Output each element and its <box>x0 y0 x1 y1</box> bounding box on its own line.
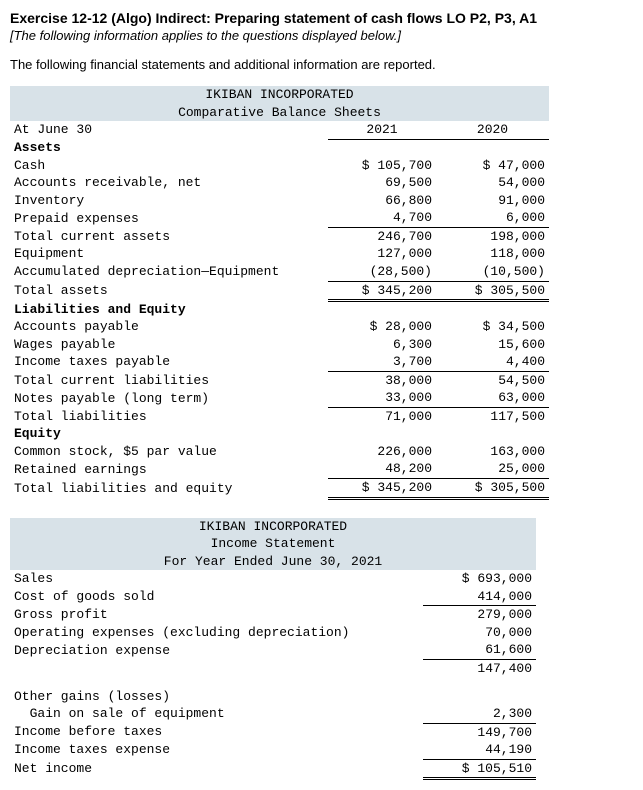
row-amt: 66,800 <box>328 192 436 210</box>
row-label: Total current assets <box>10 227 328 245</box>
is-stmt-name: Income Statement <box>10 535 536 553</box>
row-label: Total liabilities <box>10 407 328 425</box>
liab-equity-header: Liabilities and Equity <box>10 301 328 319</box>
row-amt: $ 345,200 <box>328 479 436 499</box>
row-label: Total current liabilities <box>10 371 328 389</box>
row-amt: 44,190 <box>423 741 536 759</box>
row-amt: $ 105,700 <box>328 157 436 175</box>
row-label: Income taxes expense <box>10 741 423 759</box>
row-label <box>10 659 423 677</box>
row-amt: 63,000 <box>436 389 549 407</box>
row-amt: $ 28,000 <box>328 318 436 336</box>
row-label: Cash <box>10 157 328 175</box>
bs-stmt-name: Comparative Balance Sheets <box>10 104 549 122</box>
row-amt: 279,000 <box>423 606 536 624</box>
row-amt: 163,000 <box>436 443 549 461</box>
row-label: Accounts receivable, net <box>10 174 328 192</box>
row-amt: 91,000 <box>436 192 549 210</box>
row-amt: (28,500) <box>328 263 436 281</box>
row-label: Income taxes payable <box>10 353 328 371</box>
equity-header: Equity <box>10 425 328 443</box>
row-amt: 149,700 <box>423 723 536 741</box>
bs-date-label: At June 30 <box>10 121 328 139</box>
is-period: For Year Ended June 30, 2021 <box>10 553 536 571</box>
row-amt: (10,500) <box>436 263 549 281</box>
row-label: Common stock, $5 par value <box>10 443 328 461</box>
row-amt: 127,000 <box>328 245 436 263</box>
row-amt: 117,500 <box>436 407 549 425</box>
row-amt: $ 47,000 <box>436 157 549 175</box>
row-label: Notes payable (long term) <box>10 389 328 407</box>
row-amt: $ 34,500 <box>436 318 549 336</box>
row-label: Inventory <box>10 192 328 210</box>
intro-text: The following financial statements and a… <box>10 57 633 72</box>
balance-sheet-table: IKIBAN INCORPORATED Comparative Balance … <box>10 86 549 500</box>
row-amt: 15,600 <box>436 336 549 354</box>
row-label: Prepaid expenses <box>10 209 328 227</box>
row-amt: 6,000 <box>436 209 549 227</box>
row-label: Retained earnings <box>10 460 328 478</box>
row-amt: 198,000 <box>436 227 549 245</box>
row-amt: $ 345,200 <box>328 281 436 301</box>
row-amt: 70,000 <box>423 624 536 642</box>
row-amt: 3,700 <box>328 353 436 371</box>
row-label: Gross profit <box>10 606 423 624</box>
row-amt: $ 305,500 <box>436 281 549 301</box>
row-amt: 48,200 <box>328 460 436 478</box>
row-amt: 54,000 <box>436 174 549 192</box>
is-company: IKIBAN INCORPORATED <box>10 518 536 536</box>
row-label: Total assets <box>10 281 328 301</box>
row-label: Sales <box>10 570 423 588</box>
row-label: Accounts payable <box>10 318 328 336</box>
exercise-subtitle: [The following information applies to th… <box>10 28 633 43</box>
row-amt: 71,000 <box>328 407 436 425</box>
exercise-title: Exercise 12-12 (Algo) Indirect: Preparin… <box>10 10 633 26</box>
row-amt: 4,400 <box>436 353 549 371</box>
row-label: Net income <box>10 759 423 779</box>
row-amt: 54,500 <box>436 371 549 389</box>
row-amt: 69,500 <box>328 174 436 192</box>
row-amt: 226,000 <box>328 443 436 461</box>
bs-year-2021: 2021 <box>328 121 436 139</box>
row-amt: 6,300 <box>328 336 436 354</box>
row-amt: 61,600 <box>423 641 536 659</box>
row-amt: 4,700 <box>328 209 436 227</box>
row-amt: 118,000 <box>436 245 549 263</box>
row-label: Total liabilities and equity <box>10 479 328 499</box>
row-label: Income before taxes <box>10 723 423 741</box>
row-label: Accumulated depreciation—Equipment <box>10 263 328 281</box>
row-amt: 147,400 <box>423 659 536 677</box>
row-amt: 246,700 <box>328 227 436 245</box>
row-label: Equipment <box>10 245 328 263</box>
row-label: Operating expenses (excluding depreciati… <box>10 624 423 642</box>
row-amt: $ 305,500 <box>436 479 549 499</box>
row-label: Cost of goods sold <box>10 588 423 606</box>
row-amt: $ 693,000 <box>423 570 536 588</box>
row-amt: 38,000 <box>328 371 436 389</box>
row-label: Wages payable <box>10 336 328 354</box>
row-amt: 33,000 <box>328 389 436 407</box>
bs-company: IKIBAN INCORPORATED <box>10 86 549 104</box>
row-label: Depreciation expense <box>10 641 423 659</box>
row-label: Other gains (losses) <box>10 688 423 706</box>
row-amt: $ 105,510 <box>423 759 536 779</box>
assets-header: Assets <box>10 139 328 157</box>
row-amt: 25,000 <box>436 460 549 478</box>
row-amt: 414,000 <box>423 588 536 606</box>
bs-year-2020: 2020 <box>436 121 549 139</box>
income-statement-table: IKIBAN INCORPORATED Income Statement For… <box>10 518 536 781</box>
